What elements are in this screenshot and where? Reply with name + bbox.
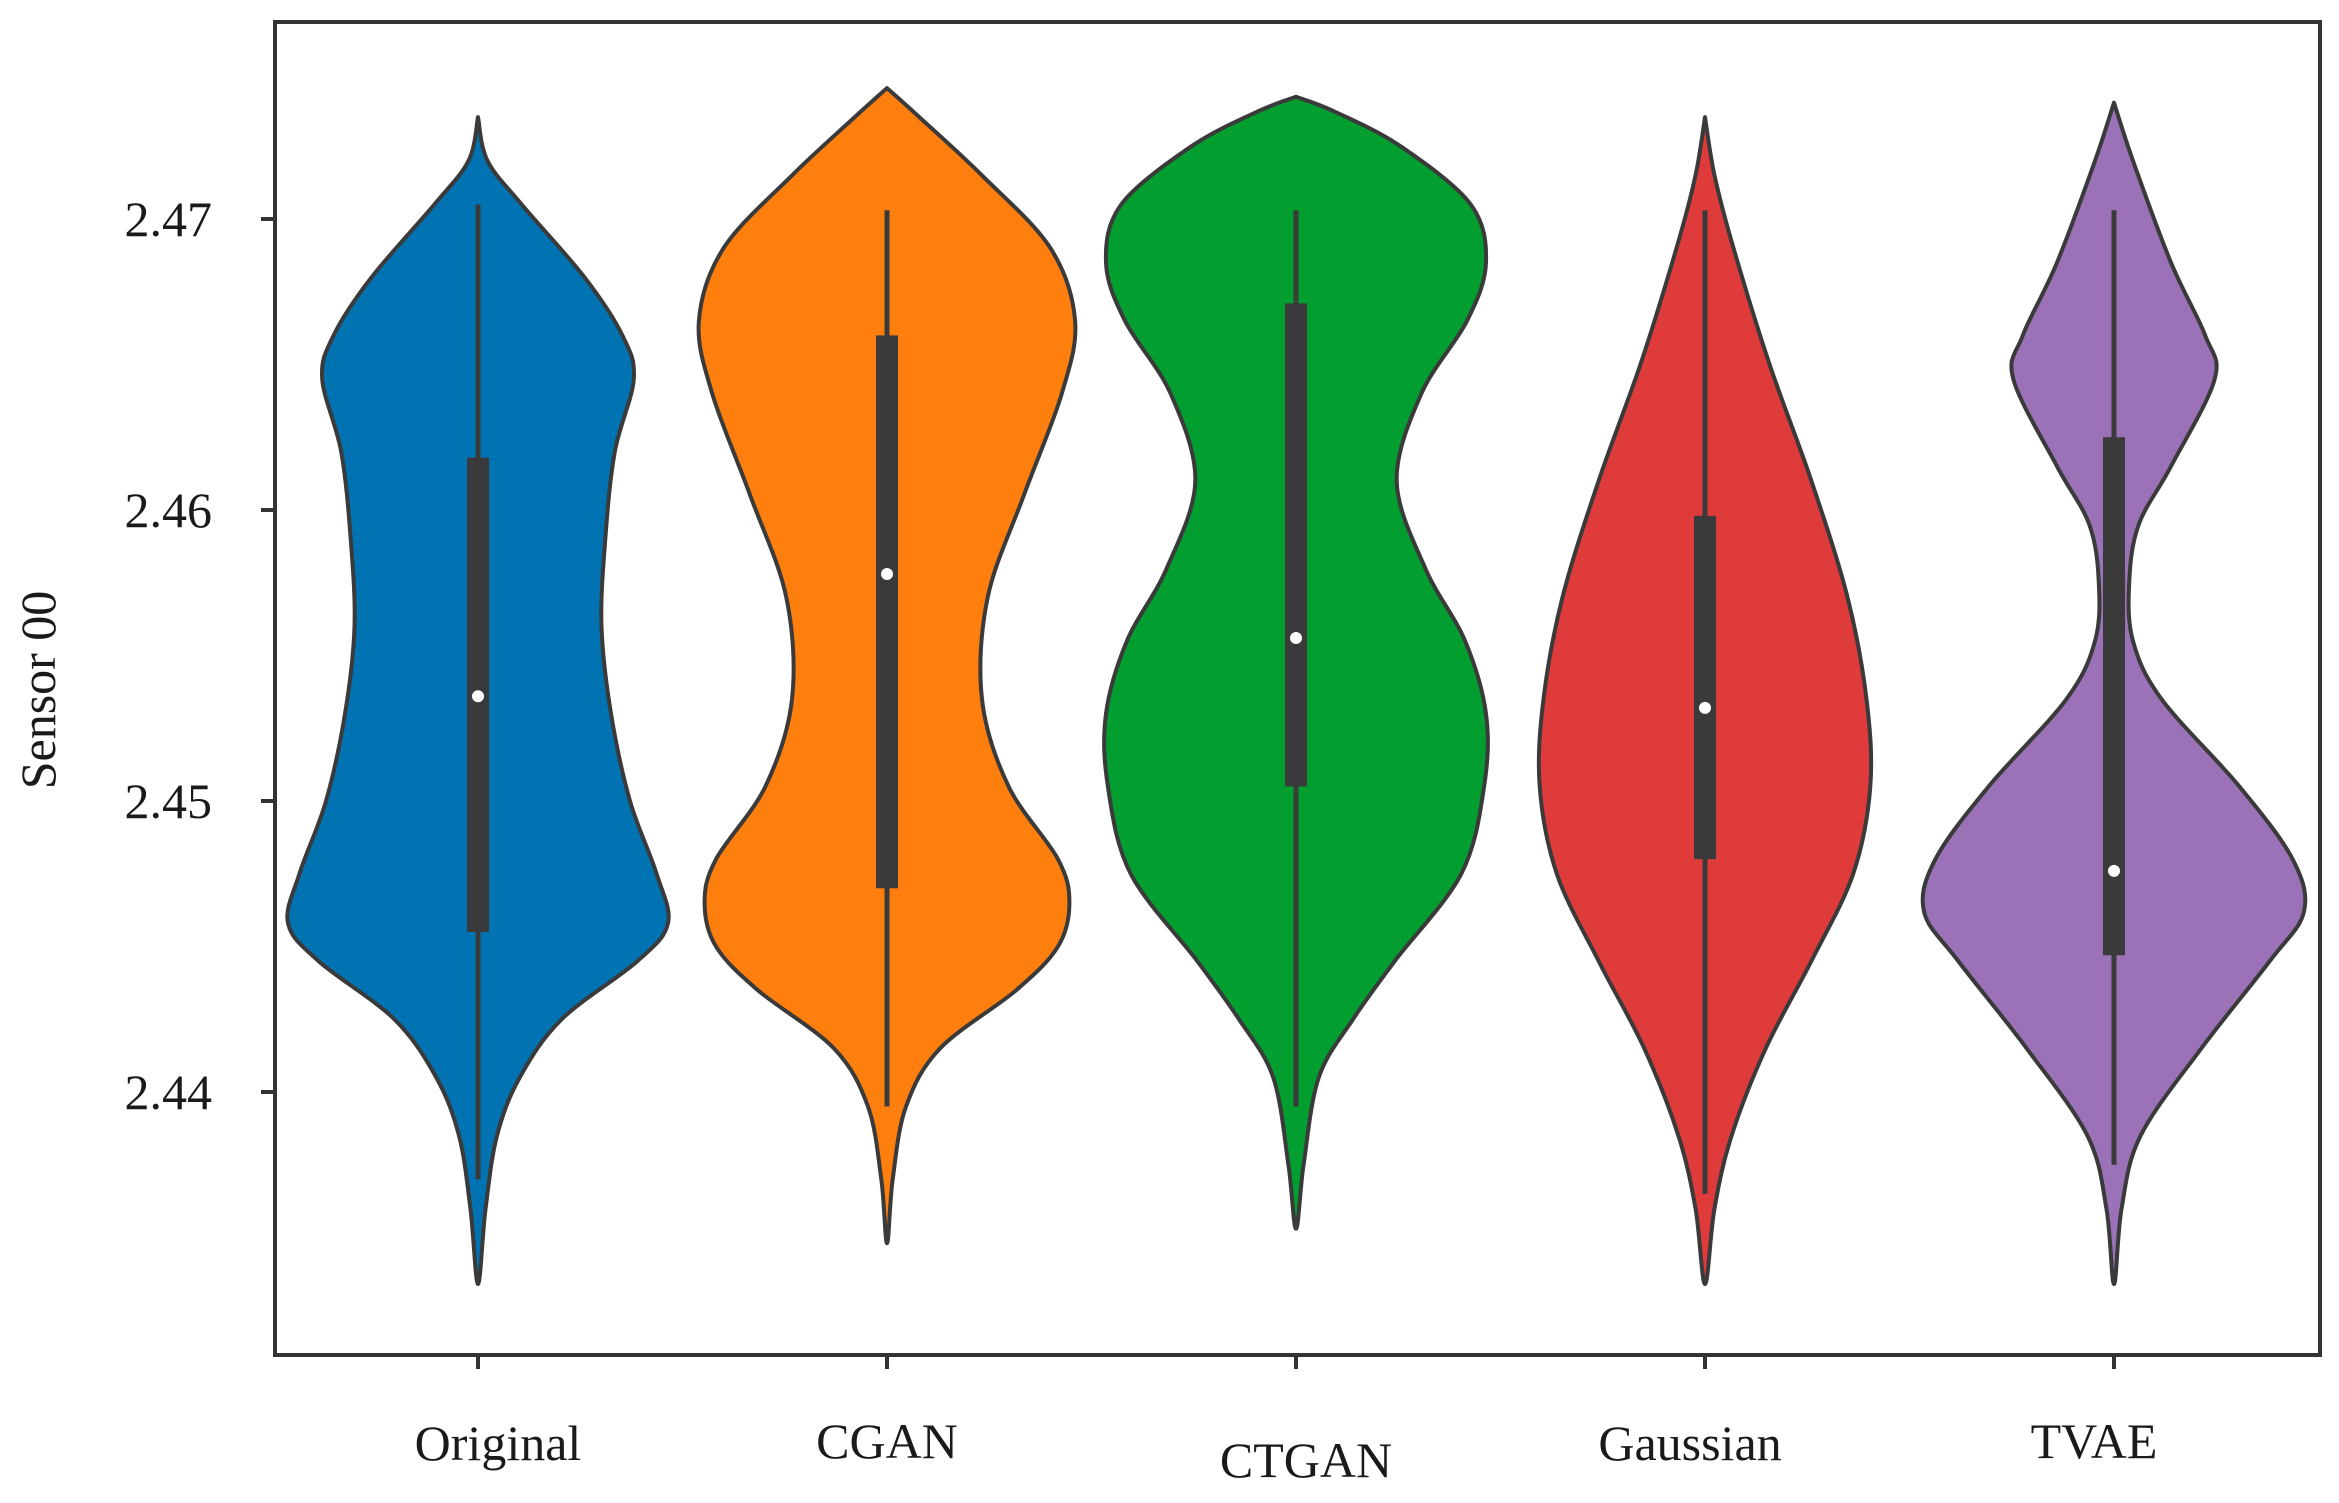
y-axis-label: Sensor 00	[10, 591, 66, 790]
iqr-box-ctgan	[1285, 303, 1307, 787]
median-point-ctgan	[1290, 632, 1302, 645]
violin-cgan	[696, 86, 1078, 1246]
median-point-tvae	[2108, 864, 2120, 877]
x-tick-label-original: Original	[415, 1415, 582, 1471]
y-axis: 2.44 2.45 2.46 2.47	[125, 191, 275, 1120]
iqr-box-gaussian	[1694, 515, 1716, 860]
x-axis: Original CGAN CTGAN Gaussian TVAE	[415, 1355, 2158, 1488]
y-tick-label: 2.47	[125, 191, 213, 247]
x-tick-label-ctgan: CTGAN	[1220, 1432, 1392, 1488]
x-tick-label-gaussian: Gaussian	[1598, 1415, 1781, 1471]
y-tick-label: 2.44	[125, 1064, 213, 1120]
median-point-original	[472, 690, 484, 703]
violin-tvae	[1920, 100, 2308, 1287]
x-tick-label-cgan: CGAN	[816, 1413, 958, 1469]
violin-ctgan	[1102, 94, 1490, 1231]
median-point-cgan	[881, 568, 893, 581]
y-tick-label: 2.45	[125, 773, 213, 829]
violin-gaussian	[1536, 115, 1874, 1287]
x-tick-label-tvae: TVAE	[2031, 1413, 2158, 1469]
iqr-box-tvae	[2103, 437, 2125, 956]
plot-area	[285, 86, 2308, 1287]
y-tick-label: 2.46	[125, 482, 213, 538]
violin-original	[285, 115, 671, 1287]
median-point-gaussian	[1699, 701, 1711, 714]
iqr-box-cgan	[876, 335, 898, 889]
